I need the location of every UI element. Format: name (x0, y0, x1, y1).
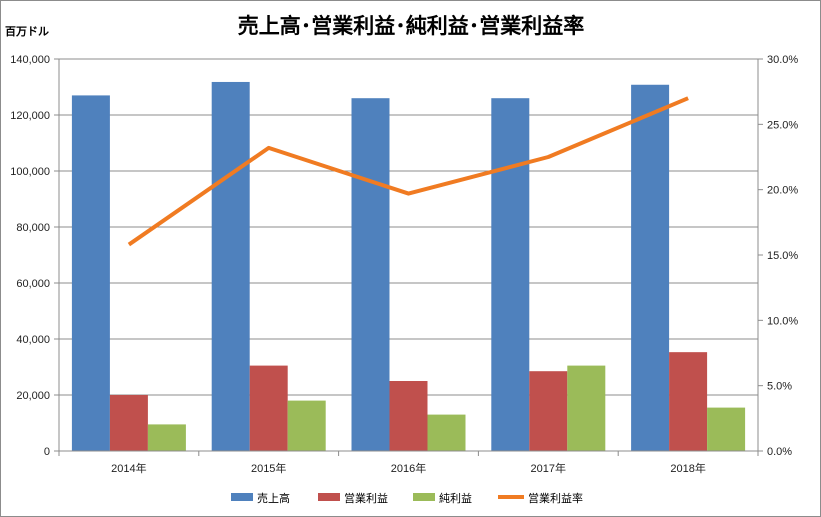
x-tick-label: 2018年 (670, 461, 705, 475)
y2-tick-label: 25.0% (767, 119, 798, 131)
legend: 売上高 営業利益 純利益 営業利益率 (231, 491, 583, 505)
y2-tick-label: 15.0% (767, 250, 798, 262)
bar-1 (351, 98, 390, 451)
legend-swatch (231, 493, 253, 501)
line-series (127, 96, 689, 247)
bar-1 (71, 95, 110, 452)
legend-label: 売上高 (257, 491, 290, 505)
bar-3 (287, 400, 326, 451)
bar-3 (427, 414, 466, 451)
y2-tick-label: 10.0% (767, 315, 798, 327)
x-tick-label: 2015年 (251, 461, 286, 475)
bar-2 (389, 381, 428, 451)
y-tick-label: 60,000 (16, 278, 50, 290)
y-tick-label: 40,000 (16, 334, 50, 346)
y2-tick-label: 0.0% (767, 446, 792, 458)
legend-swatch (318, 493, 340, 501)
legend-label: 純利益 (439, 491, 472, 505)
legend-label: 営業利益 (344, 491, 388, 505)
y-tick-label: 20,000 (16, 390, 50, 402)
y2-tick-label: 20.0% (767, 185, 798, 197)
bars (71, 81, 746, 452)
x-tick-label: 2017年 (531, 461, 566, 475)
bar-2 (669, 352, 708, 451)
bar-1 (211, 81, 250, 452)
legend-label: 営業利益率 (528, 491, 583, 505)
x-tick-label: 2014年 (111, 461, 146, 475)
y2-tick-label: 5.0% (767, 381, 792, 393)
y-tick-label: 80,000 (16, 222, 50, 234)
bar-2 (109, 395, 148, 451)
x-tick-label: 2016年 (391, 461, 426, 475)
y-tick-label: 100,000 (10, 166, 50, 178)
bar-2 (249, 365, 288, 451)
bar-2 (529, 371, 568, 451)
y-tick-label: 120,000 (10, 110, 50, 122)
axes: 0 20,000 40,000 60,000 80,000 100,000 120,000 1… (10, 54, 798, 475)
gridlines (59, 58, 758, 396)
bar-3 (567, 365, 606, 451)
y-axis-unit-label: 百万ドル (5, 25, 49, 38)
bar-1 (491, 98, 530, 451)
legend-swatch (413, 493, 435, 501)
bar-3 (147, 424, 186, 451)
bar-1 (631, 84, 670, 451)
y2-tick-label: 30.0% (767, 54, 798, 66)
bar-3 (707, 407, 746, 451)
y-tick-label: 140,000 (10, 54, 50, 66)
y-tick-label: 0 (44, 446, 50, 458)
chart-title: 売上高･営業利益･純利益･営業利益率 (238, 14, 585, 38)
